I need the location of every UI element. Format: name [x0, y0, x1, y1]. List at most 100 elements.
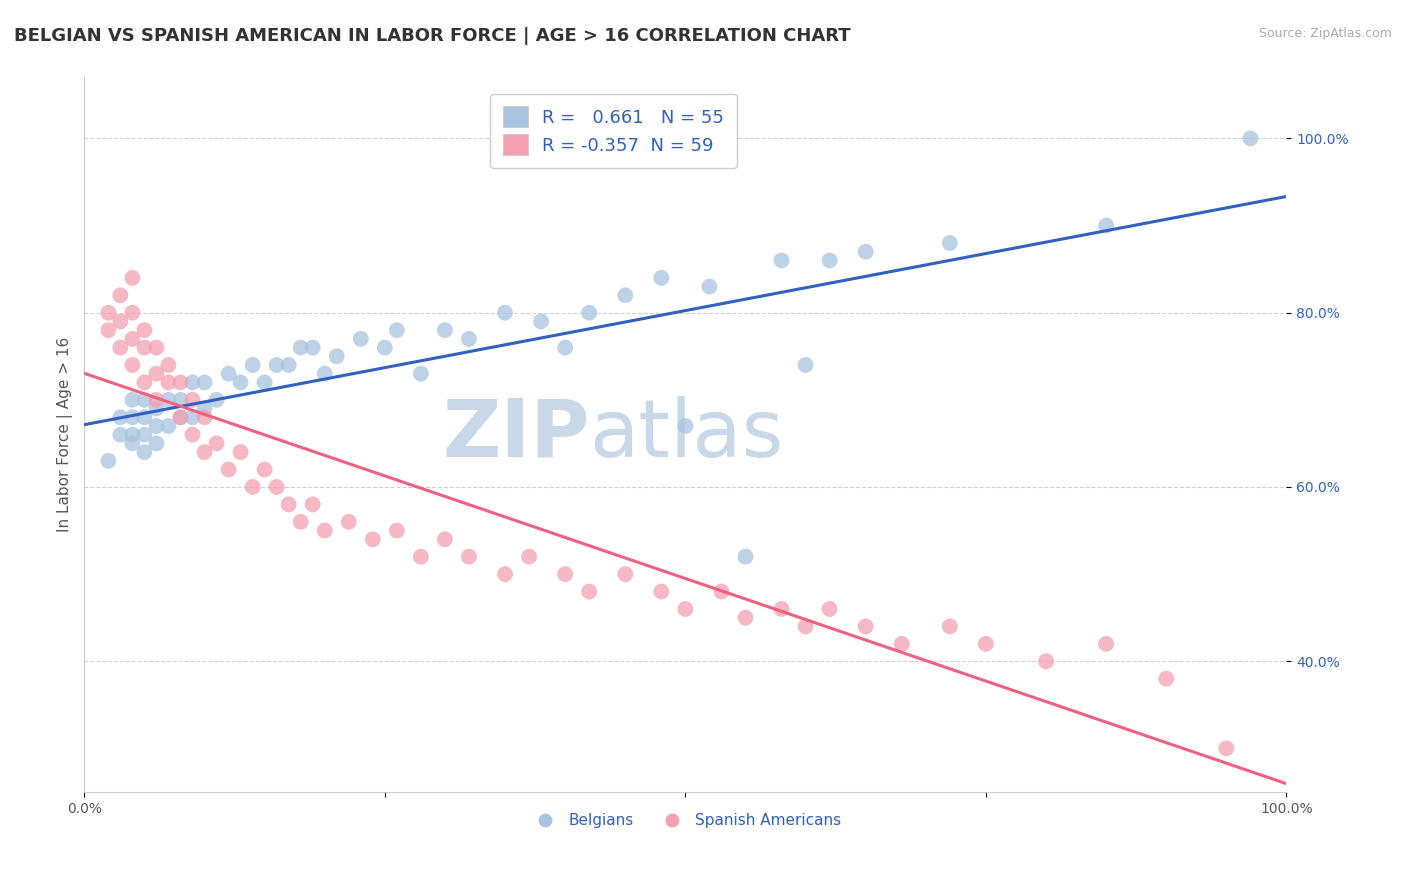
Point: [169, 392, 191, 407]
Point: [458, 332, 481, 346]
Point: [145, 392, 167, 407]
Point: [110, 314, 132, 328]
Point: [1239, 131, 1261, 145]
Point: [301, 341, 323, 355]
Point: [517, 549, 540, 564]
Point: [301, 497, 323, 511]
Point: [145, 419, 167, 434]
Point: [974, 637, 997, 651]
Point: [193, 410, 215, 425]
Point: [939, 619, 962, 633]
Point: [494, 306, 516, 320]
Text: BELGIAN VS SPANISH AMERICAN IN LABOR FORCE | AGE > 16 CORRELATION CHART: BELGIAN VS SPANISH AMERICAN IN LABOR FOR…: [14, 27, 851, 45]
Point: [433, 323, 456, 337]
Point: [614, 288, 637, 302]
Point: [181, 392, 204, 407]
Point: [350, 332, 373, 346]
Point: [1035, 654, 1057, 668]
Point: [290, 341, 312, 355]
Point: [181, 427, 204, 442]
Point: [169, 376, 191, 390]
Point: [290, 515, 312, 529]
Point: [181, 376, 204, 390]
Point: [409, 367, 432, 381]
Text: Source: ZipAtlas.com: Source: ZipAtlas.com: [1258, 27, 1392, 40]
Point: [554, 341, 576, 355]
Point: [385, 524, 408, 538]
Point: [97, 306, 120, 320]
Y-axis label: In Labor Force | Age > 16: In Labor Force | Age > 16: [58, 337, 73, 533]
Point: [650, 584, 672, 599]
Point: [614, 567, 637, 582]
Point: [97, 323, 120, 337]
Point: [494, 567, 516, 582]
Point: [110, 427, 132, 442]
Point: [1154, 672, 1177, 686]
Point: [157, 376, 180, 390]
Point: [794, 358, 817, 372]
Point: [326, 349, 349, 363]
Point: [229, 445, 252, 459]
Point: [121, 306, 143, 320]
Point: [818, 602, 841, 616]
Point: [385, 323, 408, 337]
Point: [110, 341, 132, 355]
Point: [218, 367, 240, 381]
Point: [770, 253, 793, 268]
Point: [145, 401, 167, 416]
Point: [734, 549, 756, 564]
Point: [121, 410, 143, 425]
Point: [181, 410, 204, 425]
Point: [193, 401, 215, 416]
Point: [266, 358, 288, 372]
Text: atlas: atlas: [589, 396, 783, 474]
Point: [253, 376, 276, 390]
Point: [1095, 219, 1118, 233]
Point: [266, 480, 288, 494]
Point: [578, 584, 600, 599]
Point: [578, 306, 600, 320]
Point: [134, 341, 156, 355]
Point: [145, 341, 167, 355]
Point: [134, 323, 156, 337]
Point: [121, 427, 143, 442]
Point: [337, 515, 360, 529]
Point: [710, 584, 733, 599]
Point: [554, 567, 576, 582]
Point: [794, 619, 817, 633]
Point: [277, 358, 299, 372]
Point: [673, 602, 696, 616]
Point: [818, 253, 841, 268]
Point: [134, 427, 156, 442]
Point: [253, 462, 276, 476]
Point: [193, 376, 215, 390]
Point: [673, 419, 696, 434]
Point: [699, 279, 721, 293]
Point: [97, 454, 120, 468]
Point: [145, 436, 167, 450]
Text: ZIP: ZIP: [441, 396, 589, 474]
Legend: Belgians, Spanish Americans: Belgians, Spanish Americans: [524, 807, 846, 834]
Point: [121, 436, 143, 450]
Point: [409, 549, 432, 564]
Point: [734, 610, 756, 624]
Point: [242, 480, 264, 494]
Point: [169, 410, 191, 425]
Point: [433, 533, 456, 547]
Point: [134, 445, 156, 459]
Point: [277, 497, 299, 511]
Point: [530, 314, 553, 328]
Point: [361, 533, 384, 547]
Point: [121, 358, 143, 372]
Point: [855, 619, 877, 633]
Point: [121, 392, 143, 407]
Point: [374, 341, 396, 355]
Point: [110, 410, 132, 425]
Point: [770, 602, 793, 616]
Point: [193, 445, 215, 459]
Point: [205, 436, 228, 450]
Point: [650, 270, 672, 285]
Point: [157, 358, 180, 372]
Point: [229, 376, 252, 390]
Point: [855, 244, 877, 259]
